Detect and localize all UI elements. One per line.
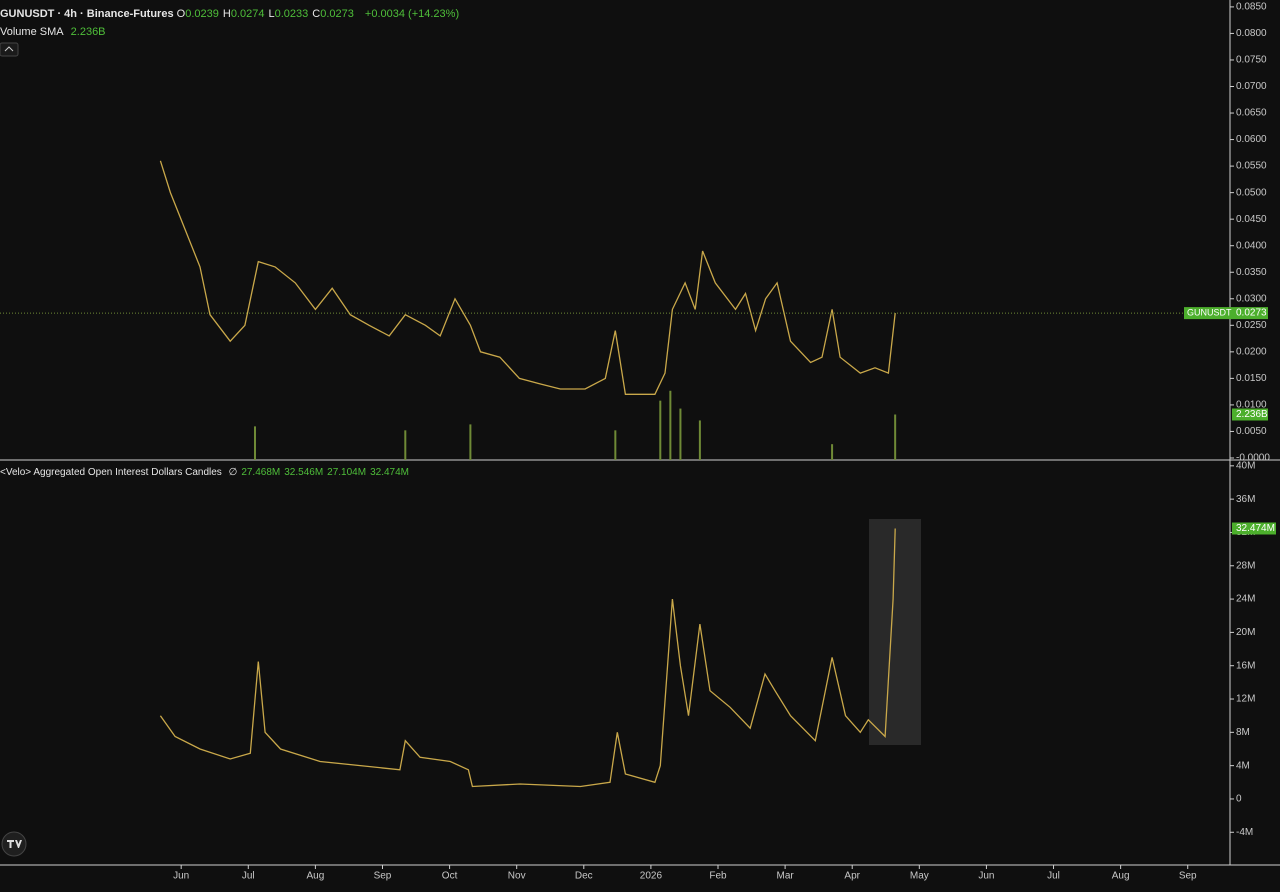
y-tick-label: 4M <box>1236 760 1250 771</box>
oi-value: ∅ <box>228 467 238 478</box>
x-tick-label: Sep <box>374 871 392 882</box>
symbol: GUNUSDT · 4h · Binance-Futures <box>0 8 174 20</box>
y-tick-label: 0.0750 <box>1236 55 1267 66</box>
y-tick-label: 0.0350 <box>1236 267 1267 278</box>
y-tick-label: 20M <box>1236 627 1255 638</box>
x-tick-label: Aug <box>306 871 324 882</box>
logo[interactable] <box>1 831 27 857</box>
volume-bar <box>894 414 897 460</box>
x-tick-label: May <box>910 871 929 882</box>
y-tick-label: 16M <box>1236 660 1255 671</box>
ohlc-value: 0.0233 <box>274 8 309 20</box>
ohlc-value: 0.0273 <box>320 8 354 20</box>
oi-value: 32.474M <box>370 467 409 478</box>
volume-bar <box>469 424 472 460</box>
ohlc-value: 0.0274 <box>230 8 265 20</box>
volume-badge <box>1232 408 1268 421</box>
ohlc-value: 0.0239 <box>185 8 219 20</box>
volume-bar <box>679 408 682 460</box>
volume-badge-label: 2.236B <box>1236 409 1268 420</box>
y-tick-label: 0.0100 <box>1236 400 1267 411</box>
x-tick-label: Apr <box>844 871 860 882</box>
y-tick-label: 0.0450 <box>1236 214 1267 225</box>
volume-value: 2.236B <box>70 26 106 38</box>
y-tick-label: 0.0650 <box>1236 108 1267 119</box>
y-tick-label: 36M <box>1236 494 1255 505</box>
volume-bar <box>669 390 672 460</box>
volume-bar <box>698 420 701 460</box>
symbol-header: GUNUSDT · 4h · Binance-Futures O0.0239 H0… <box>0 8 463 20</box>
badge-symbol: GUNUSDT <box>1187 307 1232 317</box>
y-tick-label: 0.0850 <box>1236 2 1267 13</box>
y-tick-label: 0.0300 <box>1236 293 1267 304</box>
collapse-button[interactable] <box>0 42 19 57</box>
volume-bar <box>831 444 834 460</box>
y-tick-label: -4M <box>1236 827 1253 838</box>
y-tick-label: 8M <box>1236 727 1250 738</box>
y-tick-label: 0.0500 <box>1236 187 1267 198</box>
y-tick-label: 28M <box>1236 560 1255 571</box>
y-tick-label: 0.0400 <box>1236 240 1267 251</box>
collapse-icon <box>4 46 14 52</box>
volume-bar <box>659 400 662 460</box>
volume-bar <box>253 426 256 460</box>
x-tick-label: Jun <box>173 871 189 882</box>
x-tick-label: Mar <box>776 871 794 882</box>
x-tick-label: Jul <box>1047 871 1060 882</box>
y-tick-label: 12M <box>1236 694 1255 705</box>
last-value-label: 32.474M <box>1236 523 1275 534</box>
x-tick-label: Oct <box>442 871 458 882</box>
ohlc-label: H <box>222 8 231 20</box>
last-value-badge <box>1184 307 1268 320</box>
volume-bar <box>614 430 617 460</box>
oi-value: 27.468M <box>241 467 281 478</box>
y-tick-label: 0.0150 <box>1236 373 1267 384</box>
volume-label: Volume SMA <box>0 26 64 38</box>
volume-bar <box>404 430 407 460</box>
x-tick-label: Dec <box>575 871 593 882</box>
y-tick-label: 0.0200 <box>1236 346 1267 357</box>
y-tick-label: 40M <box>1236 460 1255 471</box>
y-tick-label: -0.0000 <box>1236 453 1270 464</box>
y-tick-label: 24M <box>1236 594 1255 605</box>
change: +0.0034 (+14.23%) <box>364 8 460 20</box>
series-line <box>159 528 896 788</box>
y-tick-label: 0.0050 <box>1236 426 1267 437</box>
series-line <box>159 160 896 395</box>
x-tick-label: Sep <box>1179 871 1197 882</box>
y-tick-label: 0.0700 <box>1236 81 1267 92</box>
ohlc-label: O <box>176 8 186 20</box>
y-tick-label: 0.0600 <box>1236 134 1267 145</box>
y-tick-label: 0.0550 <box>1236 161 1267 172</box>
ohlc-label: C <box>312 8 321 20</box>
x-tick-label: Jul <box>242 871 255 882</box>
x-tick-label: Aug <box>1112 871 1130 882</box>
volume-header: Volume SMA 2.236B <box>0 26 110 38</box>
x-tick-label: Nov <box>508 871 526 882</box>
y-tick-label: 0.0800 <box>1236 28 1267 39</box>
x-tick-label: 2026 <box>640 871 663 882</box>
y-tick-label: 0 <box>1236 794 1242 805</box>
oi-title: <Velo> Aggregated Open Interest Dollars … <box>0 467 222 478</box>
oi-values: ∅ 27.468M 32.546M 27.104M 32.474M <box>229 467 413 478</box>
ohlc: O0.0239 H0.0274 L0.0233 C0.0273 <box>177 8 358 20</box>
oi-value: 27.104M <box>327 467 367 478</box>
x-tick-label: Feb <box>709 871 727 882</box>
oi-header: <Velo> Aggregated Open Interest Dollars … <box>0 467 417 478</box>
last-value-badge <box>1232 522 1276 535</box>
ohlc-label: L <box>268 8 275 20</box>
x-tick-label: Jun <box>978 871 994 882</box>
logo-mark <box>7 840 22 848</box>
last-value-label: 0.0273 <box>1236 308 1267 319</box>
y-tick-label: 0.0250 <box>1236 320 1267 331</box>
oi-value: 32.546M <box>284 467 324 478</box>
